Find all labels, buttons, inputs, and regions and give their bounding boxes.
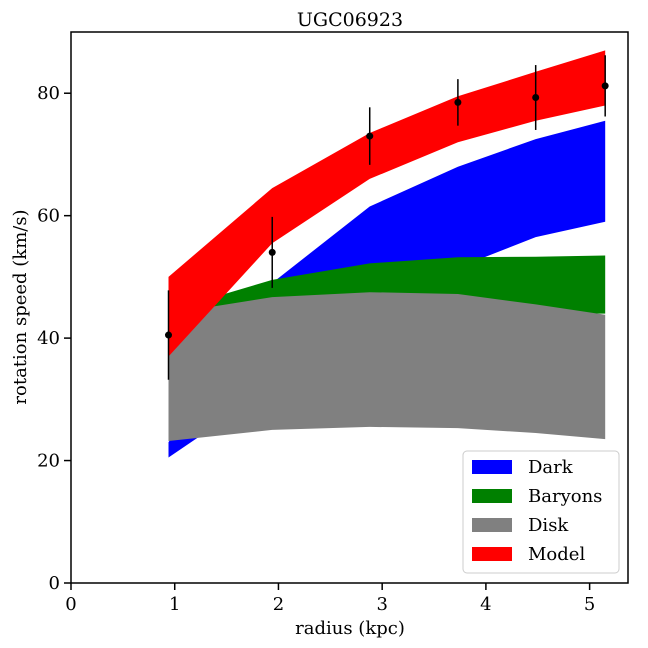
y-axis: 0 20 40 60 80 [37,83,71,594]
x-tick-label: 5 [584,594,595,615]
legend-swatch-disk [472,518,512,532]
legend-swatch-model [472,547,512,561]
x-tick-label: 0 [65,594,76,615]
data-point [454,98,462,106]
chart-title: UGC06923 [297,9,403,31]
band-model [168,50,606,357]
data-point [268,248,276,256]
legend-label-baryons: Baryons [528,486,602,507]
plot-frame [70,31,629,584]
y-tick-label: 80 [37,83,60,104]
legend-label-dark: Dark [528,457,574,478]
legend-box [462,450,620,574]
x-tick-label: 1 [169,594,180,615]
legend-swatch-baryons [472,489,512,503]
y-tick-label: 40 [37,328,60,349]
legend-label-model: Model [528,544,585,565]
x-axis: 0 1 2 3 4 5 [65,583,595,615]
legend-swatch-dark [472,460,512,474]
plot-area [70,31,629,584]
legend: Dark Baryons Disk Model [462,450,620,574]
x-tick-label: 2 [273,594,284,615]
data-point [601,82,609,90]
y-tick-label: 20 [37,451,60,472]
data-point [165,331,173,339]
data-point [532,94,540,102]
band-disk [168,292,606,441]
x-tick-label: 3 [376,594,387,615]
y-tick-label: 0 [49,573,60,594]
x-axis-label: radius (kpc) [295,618,405,639]
y-tick-label: 60 [37,206,60,227]
y-axis-label: rotation speed (km/s) [10,209,31,404]
legend-label-disk: Disk [528,515,569,536]
data-point [366,132,374,140]
x-tick-label: 4 [480,594,491,615]
